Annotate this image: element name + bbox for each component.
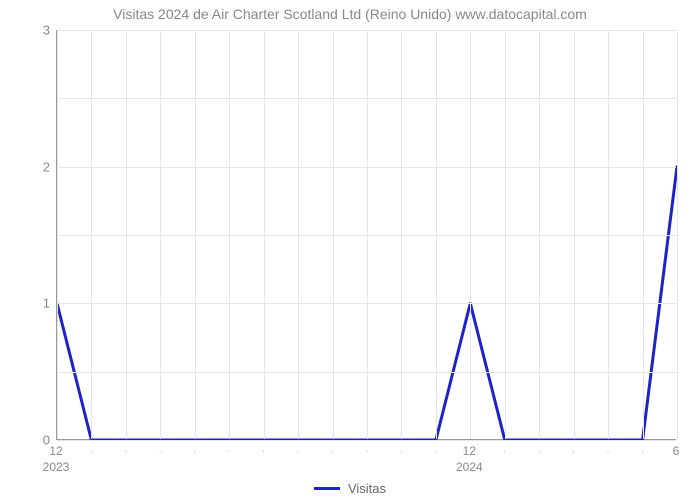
legend-label: Visitas bbox=[348, 481, 386, 496]
y-tick-label: 2 bbox=[34, 159, 50, 174]
x-tick-label: 6 bbox=[673, 444, 680, 458]
x-tick-minor: . bbox=[228, 444, 229, 445]
gridline-v bbox=[677, 30, 678, 439]
gridline-v bbox=[470, 30, 471, 439]
x-tick-minor: . bbox=[90, 444, 91, 445]
gridline-v bbox=[333, 30, 334, 439]
x-tick-minor: . bbox=[503, 444, 504, 445]
gridline-v bbox=[401, 30, 402, 439]
x-tick-minor: . bbox=[262, 444, 263, 445]
gridline-v bbox=[367, 30, 368, 439]
x-tick-minor: . bbox=[572, 444, 573, 445]
gridline-v bbox=[195, 30, 196, 439]
gridline-v bbox=[608, 30, 609, 439]
x-tick-label: 12 bbox=[49, 444, 62, 458]
gridline-v bbox=[229, 30, 230, 439]
x-tick-minor: . bbox=[366, 444, 367, 445]
x-tick-minor: . bbox=[331, 444, 332, 445]
gridline-v bbox=[160, 30, 161, 439]
gridline-v bbox=[505, 30, 506, 439]
x-tick-minor: . bbox=[297, 444, 298, 445]
x-tick-label: 12 bbox=[463, 444, 476, 458]
gridline-v bbox=[298, 30, 299, 439]
y-tick-label: 1 bbox=[34, 296, 50, 311]
x-year-label: 2024 bbox=[456, 460, 483, 474]
chart-title: Visitas 2024 de Air Charter Scotland Ltd… bbox=[0, 6, 700, 22]
x-tick-minor: . bbox=[434, 444, 435, 445]
x-tick-minor: . bbox=[538, 444, 539, 445]
gridline-v bbox=[574, 30, 575, 439]
x-tick-minor: . bbox=[400, 444, 401, 445]
gridline-v bbox=[91, 30, 92, 439]
plot-area bbox=[56, 30, 676, 440]
legend-swatch bbox=[314, 487, 340, 490]
gridline-v bbox=[539, 30, 540, 439]
gridline-v bbox=[264, 30, 265, 439]
x-tick-minor: . bbox=[193, 444, 194, 445]
gridline-h bbox=[57, 440, 676, 441]
gridline-v bbox=[57, 30, 58, 439]
x-tick-minor: . bbox=[607, 444, 608, 445]
x-tick-minor: . bbox=[641, 444, 642, 445]
x-tick-minor: . bbox=[159, 444, 160, 445]
x-year-label: 2023 bbox=[43, 460, 70, 474]
gridline-v bbox=[643, 30, 644, 439]
legend: Visitas bbox=[0, 480, 700, 496]
x-tick-minor: . bbox=[124, 444, 125, 445]
gridline-v bbox=[436, 30, 437, 439]
y-tick-label: 3 bbox=[34, 23, 50, 38]
gridline-v bbox=[126, 30, 127, 439]
y-tick-label: 0 bbox=[34, 433, 50, 448]
